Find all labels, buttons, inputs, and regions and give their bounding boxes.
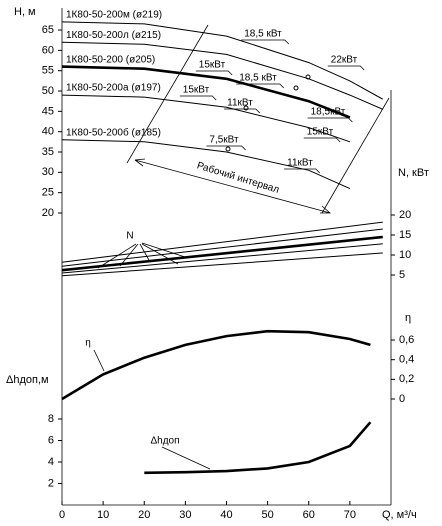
curve — [61, 228, 383, 267]
y-tick-label: 4 — [48, 456, 54, 468]
curve — [144, 421, 372, 475]
x-tick-label: 70 — [344, 509, 356, 521]
y-tick-label: 65 — [42, 24, 54, 36]
curve — [61, 235, 383, 272]
y-tick-label: 10 — [399, 249, 411, 261]
x-tick-label: 60 — [303, 509, 315, 521]
annotation-leader — [195, 70, 233, 76]
interval-boundary — [321, 97, 390, 214]
annotation: 18,5 кВт — [244, 29, 282, 40]
series-label: 1К80-50-200б (ø185) — [66, 126, 161, 138]
annotation-leader — [179, 95, 217, 101]
annotation: 15кВт — [183, 85, 210, 96]
annotation: η — [85, 338, 91, 349]
annotation: 15кВт — [199, 60, 226, 71]
interval-boundary — [126, 24, 209, 164]
curve — [61, 65, 351, 119]
series-label: 1К80-50-200 (ø205) — [66, 54, 155, 65]
annotation-leader — [303, 137, 341, 143]
dh-pointer — [161, 446, 211, 470]
series-label: 1К80-50-200м (ø219) — [66, 10, 162, 21]
curve — [61, 221, 383, 263]
y-tick-label: 25 — [42, 187, 54, 199]
y-tick-label: 50 — [42, 85, 54, 97]
x-axis-label: Q, м³/ч — [382, 509, 417, 521]
x-tick-label: 50 — [262, 509, 274, 521]
annotation-leader — [327, 65, 365, 71]
y-tick-label: 0,4 — [399, 354, 414, 366]
y-tick-label: 60 — [42, 44, 54, 56]
y-tick-label: 5 — [399, 269, 405, 281]
annotation: 11кВт — [227, 98, 253, 109]
x-tick-label: 20 — [138, 509, 150, 521]
annotation: 15кВт — [307, 127, 334, 138]
y-tick-label: 45 — [42, 105, 54, 117]
annotation: 18,5кВт — [311, 107, 346, 118]
y-tick-label: 8 — [48, 413, 54, 425]
y-tick-label: 0,6 — [399, 334, 414, 346]
annotation: 18,5 кВт — [239, 73, 277, 84]
y-tick-label: 20 — [42, 207, 54, 219]
y-tick-label: 55 — [42, 65, 54, 77]
annotation-leader — [206, 145, 246, 151]
annotation-leader — [307, 117, 353, 123]
annotation-leader — [284, 168, 321, 174]
curve — [61, 243, 383, 274]
y-tick-label: 6 — [48, 434, 54, 446]
n-pointer — [97, 242, 186, 269]
y-tick-label: 15 — [399, 229, 411, 241]
y-tick-label: 20 — [399, 209, 411, 221]
y-tick-label: 40 — [42, 126, 54, 138]
annotation: 22кВт — [331, 55, 358, 66]
curve — [61, 252, 383, 277]
y-axis-label: η — [405, 312, 411, 324]
curve — [61, 21, 384, 100]
x-tick-label: 30 — [179, 509, 191, 521]
y-axis-label: N, кВт — [398, 167, 429, 179]
x-tick-label: 0 — [59, 509, 65, 521]
point — [225, 146, 231, 152]
curve — [61, 329, 371, 401]
series-label: 1К80-50-200л (ø215) — [66, 30, 161, 41]
annotation-leader — [236, 83, 285, 89]
y-tick-label: 30 — [42, 166, 54, 178]
y-axis-label: H, м — [14, 6, 36, 18]
interval-arrow — [134, 158, 332, 214]
y-tick-label: 0,2 — [399, 373, 414, 385]
annotation: 7,5кВт — [209, 135, 239, 146]
x-tick-label: 40 — [220, 509, 232, 521]
x-tick-label: 10 — [97, 509, 109, 521]
curve — [61, 94, 351, 143]
annotation: Δhдоп — [150, 436, 179, 447]
annotation: 11кВт — [287, 158, 313, 169]
y-tick-label: 2 — [48, 477, 54, 489]
interval-label: Рабочий интервал — [195, 159, 280, 195]
annotation-leader — [224, 108, 261, 114]
curve — [61, 139, 351, 190]
y-tick-label: 0 — [399, 393, 405, 405]
point — [293, 85, 299, 91]
curve — [61, 41, 383, 110]
annotation: N — [126, 231, 133, 242]
y-tick-label: 35 — [42, 146, 54, 158]
series-label: 1К80-50-200а (ø197) — [66, 83, 161, 94]
eta-pointer — [93, 349, 105, 372]
y-axis-label: Δhдоп,м — [6, 374, 49, 386]
annotation-leader — [241, 39, 290, 45]
